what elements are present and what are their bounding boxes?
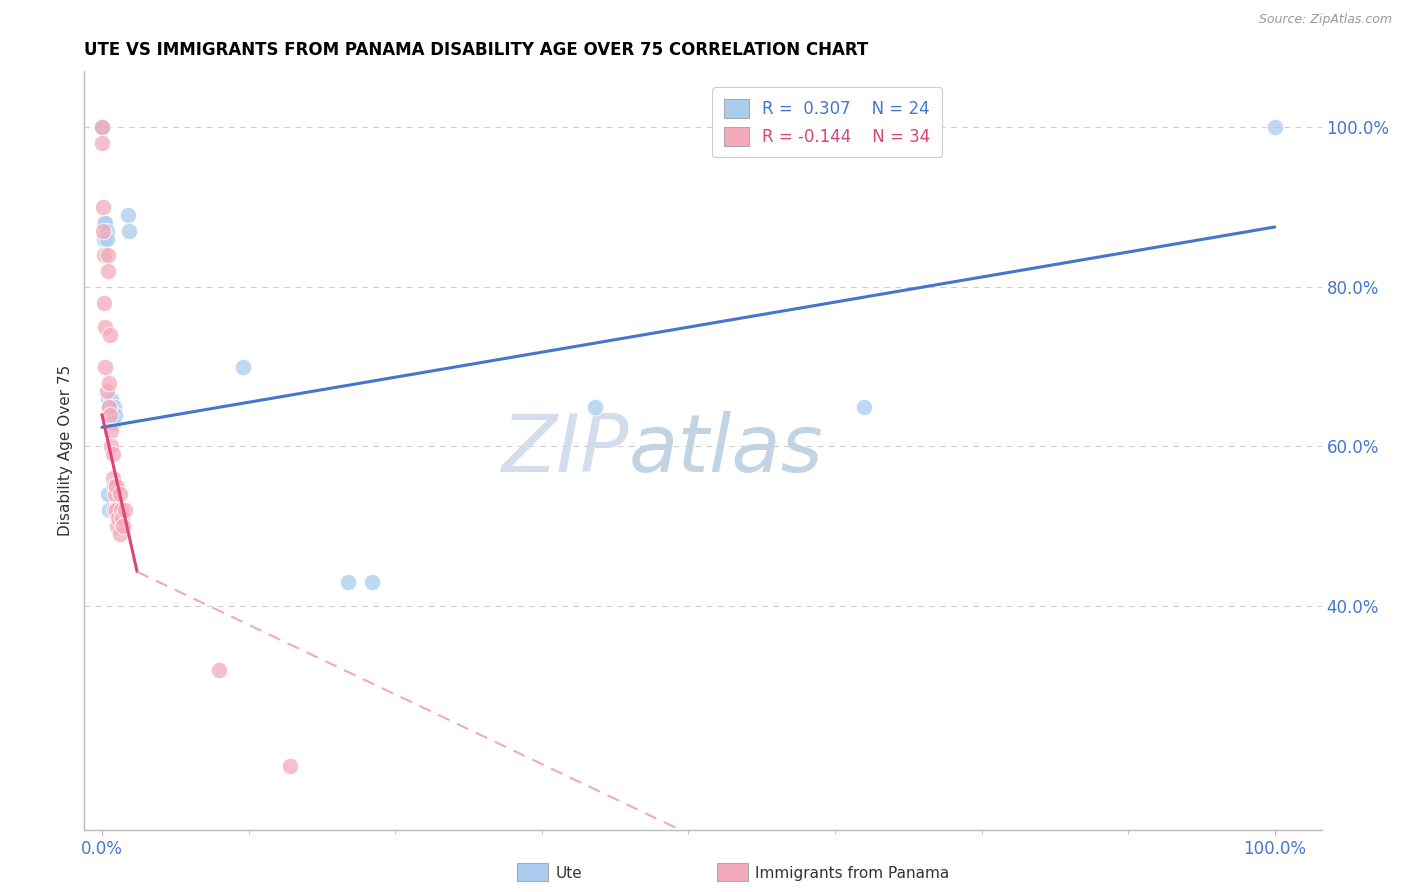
- Point: [98, 400, 121, 414]
- Text: atlas: atlas: [628, 411, 824, 490]
- Point: [97, 487, 120, 501]
- Point: [853, 400, 876, 414]
- Point: [94, 216, 117, 230]
- Point: [232, 359, 254, 374]
- Point: [93, 248, 115, 262]
- Point: [278, 758, 301, 772]
- Point: [98, 408, 121, 422]
- Text: Source: ZipAtlas.com: Source: ZipAtlas.com: [1258, 13, 1392, 27]
- Point: [117, 208, 139, 222]
- Point: [583, 400, 606, 414]
- Text: ZIP: ZIP: [502, 411, 628, 490]
- Point: [91, 120, 114, 135]
- Point: [118, 224, 141, 238]
- Text: Immigrants from Panama: Immigrants from Panama: [755, 866, 949, 880]
- Point: [360, 575, 382, 590]
- Point: [101, 471, 124, 485]
- Point: [97, 248, 120, 262]
- Point: [96, 232, 118, 246]
- Point: [93, 216, 115, 230]
- Point: [91, 136, 114, 151]
- Point: [105, 479, 128, 493]
- Point: [91, 120, 114, 135]
- Point: [96, 224, 118, 238]
- Point: [101, 447, 124, 461]
- Point: [98, 327, 121, 342]
- Point: [97, 392, 120, 406]
- Text: UTE VS IMMIGRANTS FROM PANAMA DISABILITY AGE OVER 75 CORRELATION CHART: UTE VS IMMIGRANTS FROM PANAMA DISABILITY…: [84, 41, 869, 59]
- Point: [107, 511, 129, 525]
- Point: [97, 264, 120, 278]
- Text: Ute: Ute: [555, 866, 582, 880]
- Point: [103, 479, 125, 493]
- Legend: R =  0.307    N = 24, R = -0.144    N = 34: R = 0.307 N = 24, R = -0.144 N = 34: [713, 87, 942, 158]
- Y-axis label: Disability Age Over 75: Disability Age Over 75: [58, 365, 73, 536]
- Point: [98, 400, 121, 414]
- Point: [108, 527, 131, 541]
- Point: [98, 376, 121, 390]
- Point: [94, 319, 117, 334]
- Point: [112, 519, 135, 533]
- Point: [105, 503, 128, 517]
- Point: [337, 575, 360, 590]
- Point: [208, 663, 231, 677]
- Point: [100, 392, 122, 406]
- Point: [91, 120, 114, 135]
- Point: [94, 359, 117, 374]
- Point: [93, 232, 115, 246]
- Point: [108, 487, 131, 501]
- Point: [110, 503, 132, 517]
- Point: [114, 503, 136, 517]
- Point: [98, 503, 121, 517]
- Point: [100, 424, 122, 438]
- Point: [91, 224, 114, 238]
- Point: [91, 200, 114, 214]
- Point: [104, 408, 127, 422]
- Point: [103, 400, 125, 414]
- Point: [105, 479, 128, 493]
- Point: [101, 416, 124, 430]
- Point: [105, 519, 128, 533]
- Point: [100, 440, 122, 454]
- Point: [104, 487, 127, 501]
- Point: [103, 503, 125, 517]
- Point: [93, 295, 115, 310]
- Point: [96, 384, 118, 398]
- Point: [1264, 120, 1286, 135]
- Point: [111, 511, 134, 525]
